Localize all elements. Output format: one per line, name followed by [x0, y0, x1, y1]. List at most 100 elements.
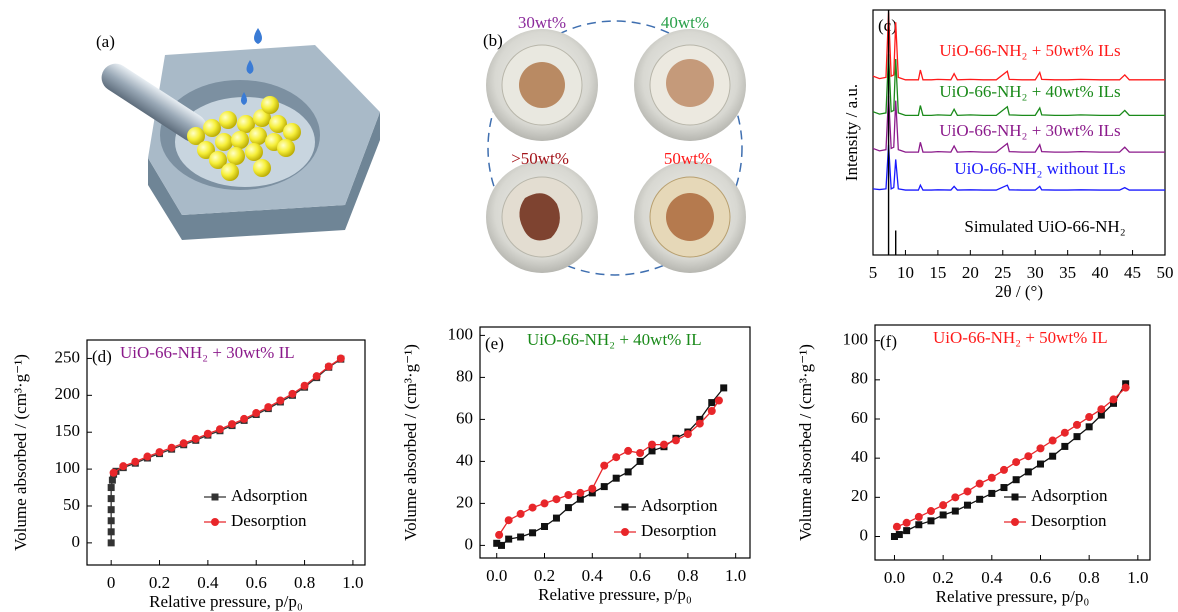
x-tick-label: 25: [994, 263, 1011, 282]
data-point: [108, 484, 115, 491]
x-tick-label: 0.6: [629, 566, 650, 585]
legend-swatch: [211, 518, 219, 526]
x-tick-label: 0: [107, 573, 116, 592]
legend-swatch: [1011, 518, 1019, 526]
data-point: [903, 527, 910, 534]
legend-label: Adsorption: [641, 496, 718, 515]
data-point: [216, 425, 224, 433]
legend-label: Desorption: [641, 521, 717, 540]
data-point: [564, 491, 572, 499]
series-label: UiO-66-NH₂ + 50wt% ILs: [939, 41, 1120, 60]
data-point: [1061, 429, 1069, 437]
data-point: [192, 435, 200, 443]
y-tick-label: 0: [72, 532, 81, 551]
plot-title: UiO-66-NH₂ + 50wt% IL: [933, 328, 1108, 347]
data-point: [276, 396, 284, 404]
data-point: [648, 441, 656, 449]
panel-label: (a): [96, 32, 115, 51]
y-axis-label: Volume absorbed / (cm³·g⁻¹): [401, 344, 420, 541]
data-point: [529, 529, 536, 536]
legend-label: Adsorption: [231, 486, 308, 505]
data-point: [988, 474, 996, 482]
y-axis-label: Intensity / a.u.: [842, 84, 861, 181]
data-point: [720, 384, 727, 391]
data-point: [505, 536, 512, 543]
x-axis-label: Relative pressure, p/p₀: [936, 587, 1090, 606]
x-tick-label: 1.0: [725, 566, 746, 585]
data-point: [1097, 405, 1105, 413]
data-point: [252, 409, 260, 417]
data-point: [952, 508, 959, 515]
data-point: [601, 483, 608, 490]
plot-title: UiO-66-NH₂ + 30wt% IL: [120, 343, 295, 362]
y-tick-label: 200: [55, 384, 81, 403]
data-point: [613, 475, 620, 482]
data-point: [131, 458, 139, 466]
data-point: [1024, 452, 1032, 460]
series-line: [897, 388, 1126, 527]
data-point: [143, 453, 151, 461]
data-point: [976, 480, 984, 488]
data-point: [1013, 476, 1020, 483]
data-point: [927, 517, 934, 524]
data-point: [963, 487, 971, 495]
data-point: [1073, 433, 1080, 440]
data-point: [915, 513, 923, 521]
y-tick-label: 80: [851, 369, 868, 388]
x-tick-label: 0.8: [677, 566, 698, 585]
x-tick-label: 0.8: [1079, 568, 1100, 587]
data-point: [108, 539, 115, 546]
data-point: [264, 403, 272, 411]
x-tick-label: 0.6: [246, 573, 267, 592]
data-point: [939, 501, 947, 509]
data-point: [893, 523, 901, 531]
y-tick-label: 250: [55, 347, 81, 366]
data-point: [108, 528, 115, 535]
data-point: [552, 495, 560, 503]
data-point: [168, 444, 176, 452]
data-point: [110, 469, 118, 477]
y-tick-label: 100: [55, 458, 81, 477]
data-point: [505, 516, 513, 524]
data-point: [915, 521, 922, 528]
plot-frame: [87, 340, 365, 565]
y-axis-label: Volume absorbed / (cm³·g⁻¹): [796, 344, 815, 541]
x-tick-label: 0.8: [294, 573, 315, 592]
x-tick-label: 45: [1124, 263, 1141, 282]
y-axis-label: Volume absorbed / (cm³·g⁻¹): [11, 354, 30, 551]
data-point: [541, 523, 548, 530]
data-point: [1073, 421, 1081, 429]
data-point: [337, 354, 345, 362]
x-axis-label: Relative pressure, p/p₀: [149, 592, 303, 611]
data-point: [325, 363, 333, 371]
y-tick-label: 60: [851, 408, 868, 427]
x-tick-label: 0.2: [534, 566, 555, 585]
y-tick-label: 100: [843, 330, 869, 349]
data-point: [1000, 484, 1007, 491]
y-tick-label: 50: [63, 495, 80, 514]
data-point: [1049, 453, 1056, 460]
panel-label: (e): [485, 334, 504, 353]
data-point: [498, 542, 505, 549]
x-tick-label: 0.4: [981, 568, 1003, 587]
data-point: [637, 458, 644, 465]
data-point: [1000, 466, 1008, 474]
data-point: [1012, 458, 1020, 466]
data-point: [1109, 395, 1117, 403]
data-point: [696, 420, 704, 428]
data-point: [660, 441, 668, 449]
data-point: [927, 507, 935, 515]
x-tick-label: 0.0: [486, 566, 507, 585]
sample-label: >50wt%: [511, 149, 569, 168]
x-tick-label: 30: [1027, 263, 1044, 282]
data-point: [565, 504, 572, 511]
legend-swatch: [622, 504, 629, 511]
data-point: [517, 510, 525, 518]
legend-label: Desorption: [231, 511, 307, 530]
data-point: [1036, 444, 1044, 452]
y-tick-label: 80: [456, 366, 473, 385]
series-label: UiO-66-NH₂ + 40wt% ILs: [939, 82, 1120, 101]
legend-label: Adsorption: [1031, 486, 1108, 505]
data-point: [1122, 384, 1130, 392]
mortar-illustration: [96, 28, 380, 240]
